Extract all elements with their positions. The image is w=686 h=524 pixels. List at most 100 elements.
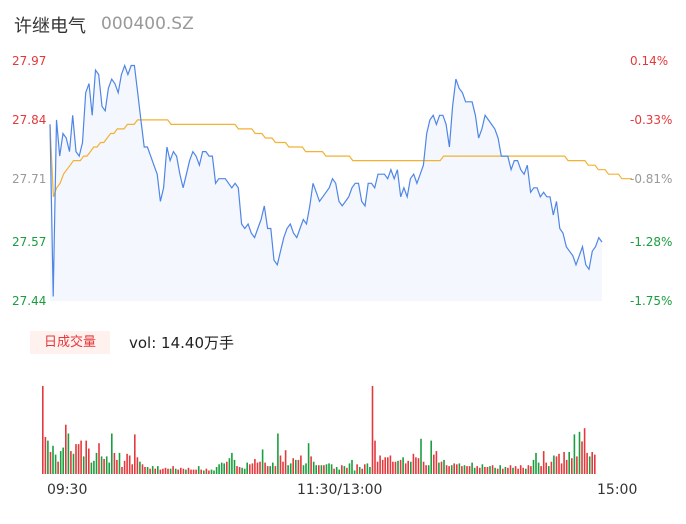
volume-bar bbox=[233, 459, 236, 474]
volume-bar bbox=[565, 459, 568, 474]
volume-bar bbox=[208, 470, 210, 474]
volume-bar bbox=[453, 463, 455, 474]
volume-bar bbox=[274, 466, 277, 474]
volume-bar bbox=[353, 470, 356, 474]
volume-bar bbox=[226, 461, 228, 474]
volume-bar bbox=[387, 457, 389, 474]
volume-bar bbox=[295, 459, 297, 474]
volume-bar bbox=[371, 386, 374, 474]
volume-bar bbox=[241, 467, 243, 474]
volume-bar bbox=[494, 467, 496, 474]
price-tick-label: 27.84 bbox=[12, 112, 47, 127]
volume-bar bbox=[438, 462, 440, 474]
stock-code: 000400.SZ bbox=[101, 14, 194, 34]
volume-bar bbox=[182, 468, 185, 474]
volume-bar bbox=[187, 467, 190, 474]
volume-bar bbox=[468, 466, 471, 474]
volume-bar bbox=[177, 469, 179, 474]
volume-bar bbox=[151, 466, 154, 474]
volume-bar bbox=[361, 468, 363, 474]
volume-bar bbox=[85, 440, 87, 474]
volume-bar bbox=[139, 461, 141, 474]
volume-bar bbox=[399, 459, 402, 474]
volume-bar bbox=[72, 453, 75, 474]
volume-bar bbox=[243, 468, 246, 474]
volume-bar bbox=[54, 454, 57, 474]
volume-bar bbox=[180, 467, 182, 474]
pct-tick-label: -1.28% bbox=[630, 235, 673, 250]
volume-bar bbox=[113, 452, 116, 474]
volume-bar bbox=[315, 465, 317, 474]
volume-bar bbox=[246, 462, 248, 474]
volume-bar bbox=[328, 463, 330, 474]
volume-bar bbox=[555, 456, 558, 474]
volume-bar bbox=[185, 469, 187, 474]
volume-bar bbox=[259, 461, 261, 474]
volume-bar bbox=[346, 467, 348, 474]
volume-bar bbox=[123, 460, 126, 474]
volume-bar bbox=[277, 433, 279, 474]
volume-bar bbox=[77, 444, 80, 474]
volume-bar bbox=[103, 459, 105, 474]
volume-bar bbox=[532, 459, 535, 474]
volume-bar bbox=[550, 461, 553, 474]
volume-bar bbox=[348, 463, 351, 474]
volume-bar bbox=[484, 467, 486, 474]
volume-bar bbox=[203, 470, 205, 474]
price-tick-label: 27.71 bbox=[12, 171, 47, 186]
volume-bar bbox=[167, 468, 169, 474]
volume-bar bbox=[458, 463, 461, 474]
price-tick-label: 27.57 bbox=[12, 235, 47, 250]
volume-bar bbox=[192, 469, 195, 474]
volume-bar bbox=[105, 456, 108, 474]
pct-tick-label: 0.14% bbox=[630, 54, 669, 68]
volume-bar bbox=[379, 455, 381, 474]
volume-bar bbox=[392, 461, 394, 474]
price-area-fill bbox=[50, 65, 602, 301]
volume-bar bbox=[502, 468, 504, 474]
volume-bar bbox=[128, 455, 131, 474]
volume-bar bbox=[594, 454, 596, 474]
volume-bar bbox=[330, 464, 333, 474]
volume-bar bbox=[343, 466, 346, 474]
volume-bar bbox=[389, 455, 392, 474]
time-label-open: 09:30 bbox=[47, 482, 88, 498]
volume-bar bbox=[49, 452, 52, 474]
volume-bar bbox=[522, 467, 524, 474]
volume-bar bbox=[450, 465, 453, 474]
volume-badge: 日成交量 bbox=[30, 331, 110, 354]
volume-bar bbox=[433, 454, 435, 474]
volume-bar bbox=[586, 452, 588, 474]
volume-bar bbox=[489, 466, 491, 474]
volume-bar bbox=[476, 466, 478, 474]
volume-bar bbox=[420, 438, 422, 474]
volume-bar bbox=[369, 467, 371, 474]
volume-bar bbox=[318, 465, 320, 474]
volume-bar bbox=[134, 434, 136, 474]
volume-bar bbox=[335, 467, 338, 474]
volume-bar bbox=[205, 468, 208, 474]
volume-bar bbox=[159, 469, 162, 474]
volume-bar bbox=[131, 464, 133, 474]
volume-bar bbox=[266, 466, 269, 474]
volume-bar bbox=[67, 433, 70, 474]
volume-bar bbox=[254, 459, 256, 474]
price-line bbox=[49, 63, 603, 297]
volume-bar bbox=[430, 440, 432, 474]
volume-bar bbox=[264, 462, 266, 474]
volume-bar bbox=[351, 459, 353, 474]
volume-bar bbox=[231, 452, 233, 474]
average-price-line bbox=[49, 119, 632, 198]
volume-bar bbox=[466, 466, 468, 474]
volume-bar bbox=[517, 468, 519, 474]
volume-bar bbox=[563, 452, 565, 474]
volume-bar bbox=[415, 457, 417, 474]
volume-bar bbox=[195, 469, 197, 474]
volume-bar bbox=[548, 466, 550, 474]
volume-bar bbox=[519, 465, 522, 474]
volume-bar bbox=[374, 440, 376, 474]
volume-bar bbox=[540, 466, 542, 474]
volume-bar bbox=[154, 468, 156, 474]
volume-bar bbox=[509, 465, 512, 474]
volume-bar bbox=[581, 441, 583, 474]
